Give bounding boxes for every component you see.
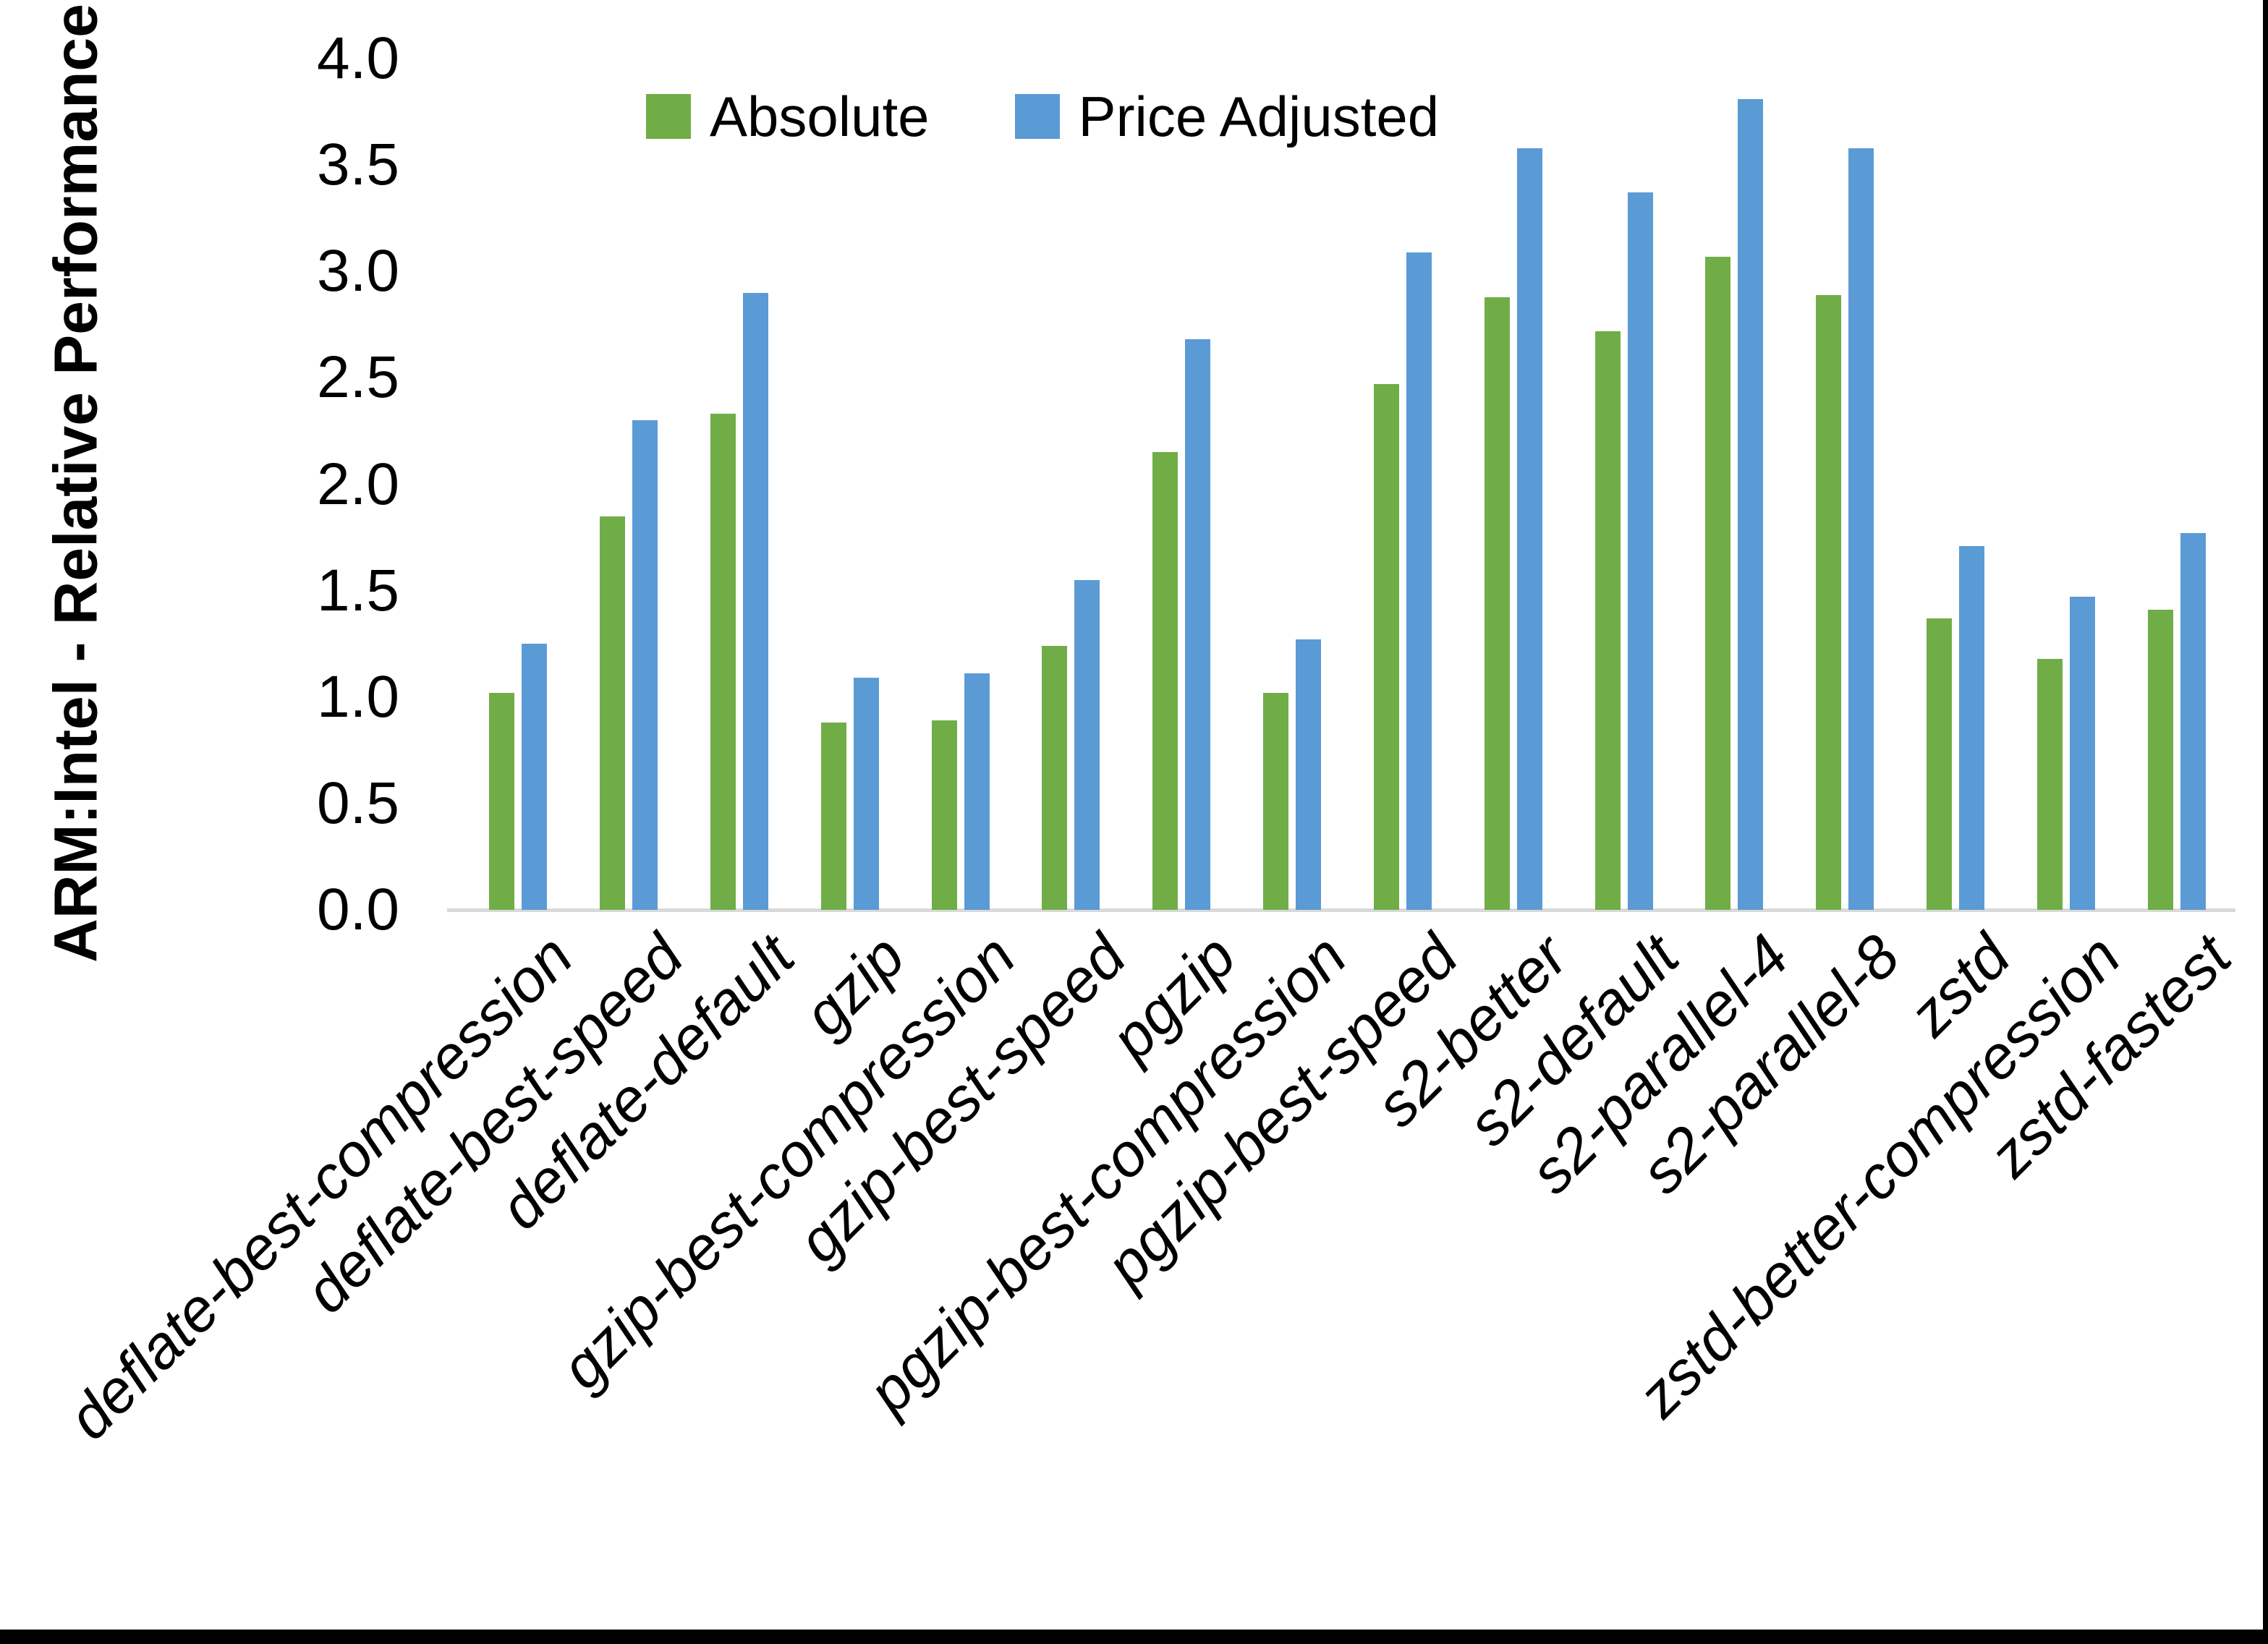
bar-absolute xyxy=(489,693,515,910)
bar-price-adjusted xyxy=(1848,148,1874,910)
y-tick-label: 0.5 xyxy=(317,770,399,836)
x-category-label-pgzip-best-speed: pgzip-best-speed xyxy=(1092,921,1470,1300)
y-tick-label: 2.0 xyxy=(317,451,399,517)
y-tick-label: 4.0 xyxy=(317,25,399,91)
x-category-label-s2-default: s2-default xyxy=(1454,921,1691,1159)
y-tick-label: 3.0 xyxy=(317,238,399,304)
legend-item-absolute: Absolute xyxy=(646,88,930,145)
bar-group-s2-parallel-8 xyxy=(1790,59,1900,910)
screenshot-bottom-border xyxy=(0,1630,2268,1644)
x-category-label-pgzip: pgzip xyxy=(1097,921,1249,1073)
bar-price-adjusted xyxy=(1296,639,1322,910)
x-category-label-zstd: zstd xyxy=(1895,921,2023,1049)
x-category-label-s2-parallel-8: s2-parallel-8 xyxy=(1627,921,1913,1206)
bar-price-adjusted xyxy=(1074,580,1100,910)
bar-absolute xyxy=(1926,618,1952,910)
bar-group-zstd-fastest xyxy=(2121,59,2232,910)
bar-price-adjusted xyxy=(1738,99,1764,910)
bar-price-adjusted xyxy=(853,678,879,910)
bar-absolute xyxy=(600,516,626,910)
bar-price-adjusted xyxy=(964,673,990,910)
bar-group-s2-parallel-4 xyxy=(1679,59,1790,910)
y-tick-label: 0.0 xyxy=(317,877,399,942)
legend-label-price-adjusted: Price Adjusted xyxy=(1078,85,1440,148)
x-category-label-gzip-best-compression: gzip-best-compression xyxy=(547,921,1028,1402)
bar-group-gzip-best-compression xyxy=(905,59,1016,910)
bar-price-adjusted xyxy=(1406,252,1432,910)
bar-group-s2-better xyxy=(1458,59,1568,910)
y-tick-label: 3.5 xyxy=(317,132,399,198)
bar-group-s2-default xyxy=(1568,59,1679,910)
bar-absolute xyxy=(1705,257,1731,910)
bar-price-adjusted xyxy=(1185,339,1211,910)
x-category-label-pgzip-best-compression: pgzip-best-compression xyxy=(855,921,1360,1426)
legend-swatch-price-adjusted xyxy=(1014,94,1060,139)
bar-absolute xyxy=(1484,297,1510,910)
bar-absolute xyxy=(931,720,957,910)
bar-price-adjusted xyxy=(2069,597,2095,910)
x-axis-baseline xyxy=(447,908,2235,912)
bar-group-gzip xyxy=(794,59,905,910)
bar-group-deflate-default xyxy=(684,59,795,910)
bar-absolute xyxy=(2147,610,2173,910)
x-category-label-deflate-best-speed: deflate-best-speed xyxy=(292,921,697,1326)
bar-group-gzip-best-speed xyxy=(1016,59,1126,910)
bar-price-adjusted xyxy=(1516,148,1542,910)
bars-plot-area xyxy=(463,59,2232,910)
x-category-label-zstd-fastest: zstd-fastest xyxy=(1976,921,2244,1190)
bar-absolute xyxy=(710,414,736,910)
bar-group-deflate-best-compression xyxy=(463,59,574,910)
bar-absolute xyxy=(1152,452,1178,910)
x-category-label-deflate-default: deflate-default xyxy=(486,921,807,1243)
legend-swatch-absolute xyxy=(646,94,691,139)
bar-group-zstd xyxy=(1900,59,2011,910)
y-tick-label: 1.0 xyxy=(317,663,399,730)
bar-price-adjusted xyxy=(522,644,548,910)
bar-absolute xyxy=(820,723,846,910)
y-tick-label: 1.5 xyxy=(317,557,399,623)
x-category-label-gzip-best-speed: gzip-best-speed xyxy=(784,921,1139,1276)
x-category-label-zstd-better-compression: zstd-better-compression xyxy=(1625,921,2133,1430)
bar-absolute xyxy=(1042,646,1068,910)
bar-absolute xyxy=(2036,659,2063,910)
x-category-label-gzip: gzip xyxy=(790,921,917,1049)
bar-price-adjusted xyxy=(743,293,769,910)
bar-group-pgzip-best-compression xyxy=(1237,59,1348,910)
x-category-label-s2-better: s2-better xyxy=(1362,921,1581,1140)
bar-absolute xyxy=(1263,693,1289,910)
chart-legend: Absolute Price Adjusted xyxy=(646,88,1439,145)
bar-group-pgzip xyxy=(1126,59,1237,910)
bar-price-adjusted xyxy=(2180,533,2206,910)
bar-absolute xyxy=(1373,384,1399,910)
bar-group-deflate-best-speed xyxy=(574,59,684,910)
x-category-label-deflate-best-compression: deflate-best-compression xyxy=(54,921,586,1452)
x-category-label-s2-parallel-4: s2-parallel-4 xyxy=(1516,921,1802,1206)
bar-price-adjusted xyxy=(1958,546,1984,910)
legend-item-price-adjusted: Price Adjusted xyxy=(1014,85,1440,148)
bar-absolute xyxy=(1816,295,1842,910)
bar-price-adjusted xyxy=(1627,192,1653,910)
bar-price-adjusted xyxy=(632,420,658,910)
bar-group-zstd-better-compression xyxy=(2010,59,2121,910)
legend-label-absolute: Absolute xyxy=(710,85,930,148)
bar-absolute xyxy=(1594,331,1621,910)
screenshot-right-border xyxy=(2263,0,2268,1644)
bar-group-pgzip-best-speed xyxy=(1348,59,1458,910)
y-tick-label: 2.5 xyxy=(317,344,399,411)
